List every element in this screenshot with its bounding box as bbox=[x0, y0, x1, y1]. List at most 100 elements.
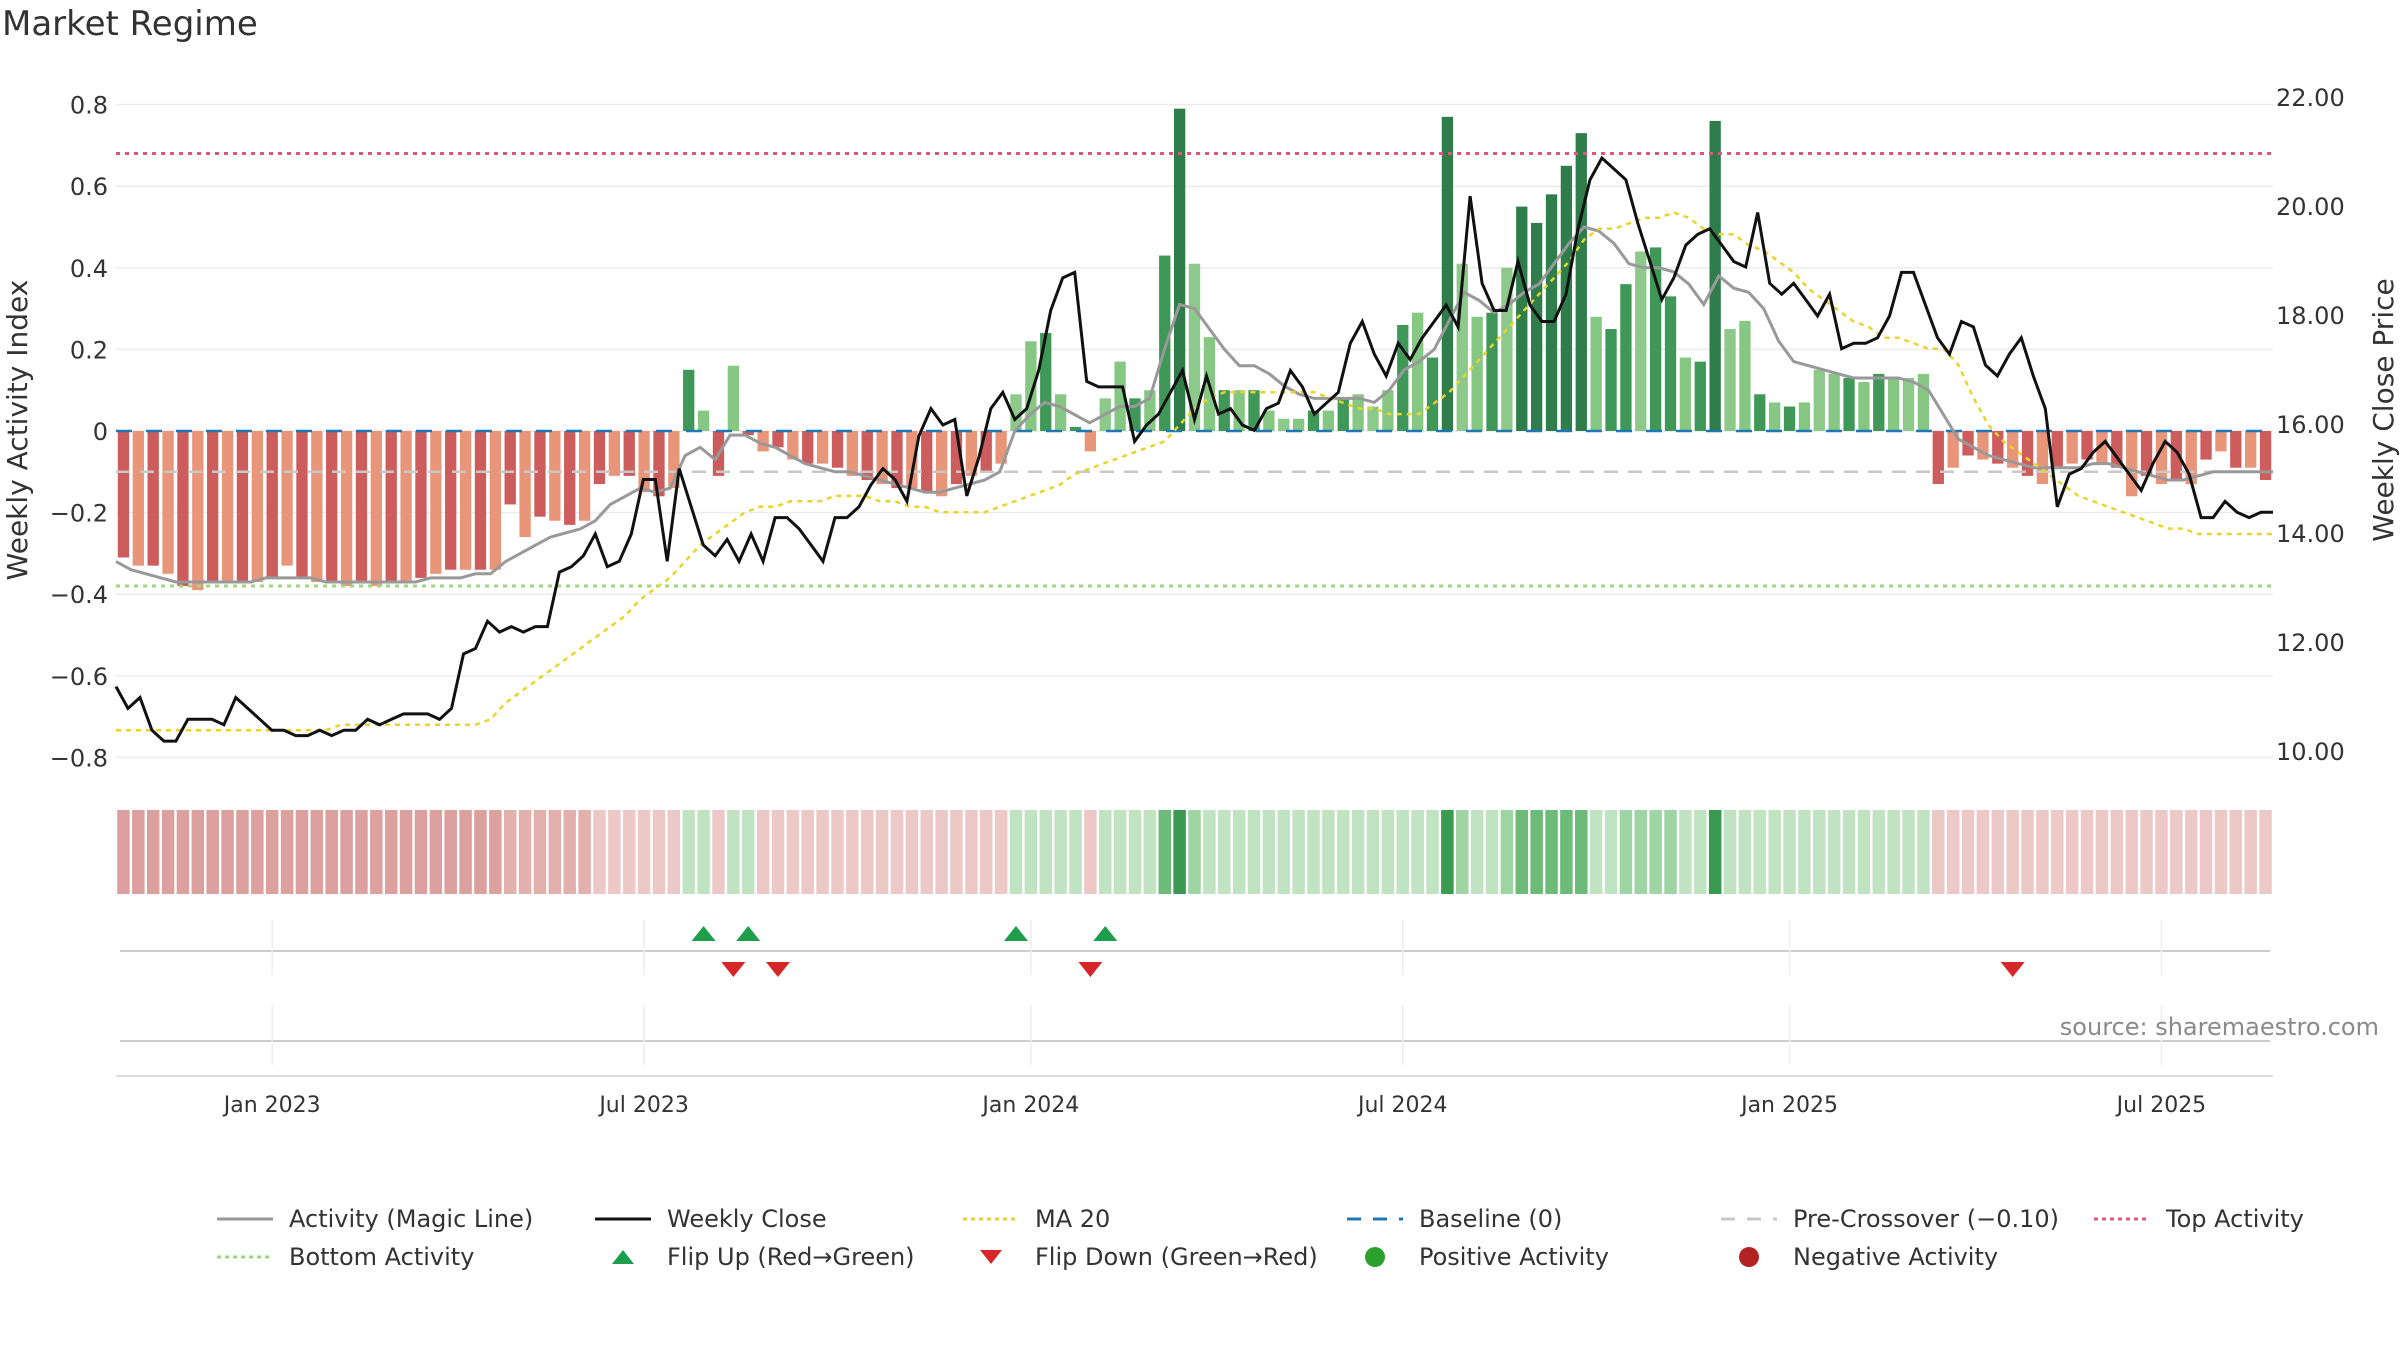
legend-swatch-icon bbox=[593, 1207, 653, 1231]
legend-label: Baseline (0) bbox=[1419, 1205, 1563, 1233]
regime-strip-cell bbox=[846, 810, 859, 894]
regime-strip-cell bbox=[1307, 810, 1320, 894]
activity-bar bbox=[2215, 431, 2227, 452]
regime-strip-cell bbox=[1322, 810, 1335, 894]
activity-bar bbox=[1649, 247, 1662, 431]
activity-bar bbox=[1545, 194, 1558, 431]
legend-item: Baseline (0) bbox=[1345, 1205, 1562, 1233]
x-tick-label: Jul 2024 bbox=[1356, 1093, 1448, 1118]
y-left-tick-label: −0.6 bbox=[50, 663, 108, 691]
activity-bar bbox=[802, 431, 814, 464]
activity-bar bbox=[965, 431, 978, 476]
activity-bar bbox=[117, 431, 130, 558]
activity-bar bbox=[980, 431, 992, 472]
regime-strip-cell bbox=[2051, 810, 2064, 894]
activity-bar bbox=[1977, 431, 1989, 460]
flip-down-marker bbox=[2000, 962, 2025, 977]
activity-bar bbox=[653, 431, 665, 497]
regime-strip-cell bbox=[206, 810, 219, 894]
y-left-tick-label: 0.4 bbox=[70, 255, 108, 283]
regime-strip-cell bbox=[1694, 810, 1707, 894]
activity-bar bbox=[296, 431, 308, 578]
regime-strip-cell bbox=[1054, 810, 1067, 894]
regime-strip-cell bbox=[1337, 810, 1350, 894]
regime-strip-cell bbox=[2080, 810, 2094, 894]
activity-bar bbox=[1486, 312, 1498, 431]
legend-label: Flip Down (Green→Red) bbox=[1035, 1243, 1318, 1271]
regime-strip-cell bbox=[2006, 810, 2019, 894]
activity-bar bbox=[623, 431, 635, 476]
activity-bar bbox=[1040, 333, 1052, 431]
x-tick-label: Jan 2025 bbox=[1739, 1093, 1838, 1118]
activity-bar bbox=[236, 431, 249, 582]
activity-bar bbox=[1858, 382, 1870, 431]
regime-strip-cell bbox=[548, 810, 562, 894]
regime-strip-cell bbox=[622, 810, 636, 894]
activity-bar bbox=[1679, 357, 1692, 431]
regime-strip-cell bbox=[994, 810, 1008, 894]
activity-bar bbox=[162, 431, 174, 574]
activity-bar bbox=[445, 431, 457, 570]
activity-bar bbox=[1516, 206, 1528, 431]
y-left-tick-label: −0.2 bbox=[50, 500, 108, 528]
activity-bar bbox=[1828, 373, 1840, 431]
activity-bar bbox=[1605, 329, 1617, 431]
legend-label: Flip Up (Red→Green) bbox=[667, 1243, 915, 1271]
activity-bar bbox=[2200, 431, 2212, 460]
regime-strip-cell bbox=[2199, 810, 2213, 894]
regime-strip-cell bbox=[355, 810, 368, 894]
activity-bar bbox=[2111, 431, 2123, 468]
regime-strip bbox=[117, 810, 2272, 894]
activity-bar bbox=[757, 431, 769, 452]
legend-label: Positive Activity bbox=[1419, 1243, 1609, 1271]
regime-strip-cell bbox=[295, 810, 309, 894]
regime-strip-cell bbox=[2021, 810, 2034, 894]
weekly-close-line bbox=[114, 155, 2273, 743]
flip-down-marker bbox=[721, 962, 746, 977]
activity-bar bbox=[1813, 369, 1825, 431]
regime-strip-cell bbox=[1381, 810, 1395, 894]
activity-bar bbox=[638, 431, 650, 493]
legend-swatch-icon bbox=[1719, 1245, 1779, 1269]
regime-strip-cell bbox=[2229, 810, 2243, 894]
activity-bar bbox=[1352, 394, 1364, 431]
activity-bar bbox=[1084, 431, 1097, 452]
activity-bar bbox=[2036, 431, 2049, 485]
legend-label: Negative Activity bbox=[1793, 1243, 1999, 1271]
regime-strip-cell bbox=[429, 810, 443, 894]
legend-label: Pre-Crossover (−0.10) bbox=[1793, 1205, 2060, 1233]
activity-bar bbox=[861, 431, 873, 480]
regime-strip-cell bbox=[1634, 810, 1648, 894]
flip-up-marker bbox=[691, 926, 716, 941]
activity-bar bbox=[519, 431, 531, 538]
activity-bar bbox=[1054, 394, 1067, 431]
regime-strip-cell bbox=[280, 810, 294, 894]
regime-strip-cell bbox=[1232, 810, 1246, 894]
activity-bar bbox=[2126, 431, 2138, 497]
activity-bar bbox=[2021, 431, 2034, 476]
regime-strip-cell bbox=[2036, 810, 2049, 894]
regime-strip-cell bbox=[2065, 810, 2079, 894]
regime-strip-cell bbox=[1069, 810, 1082, 894]
regime-strip-cell bbox=[637, 810, 651, 894]
regime-strip-cell bbox=[905, 810, 919, 894]
activity-bar bbox=[1337, 398, 1349, 431]
activity-bar bbox=[459, 431, 472, 570]
activity-bar bbox=[1888, 377, 1900, 431]
activity-bar bbox=[1188, 263, 1201, 431]
regime-strip-cell bbox=[1098, 810, 1112, 894]
regime-strip-cell bbox=[1902, 810, 1915, 894]
regime-strip-cell bbox=[1946, 810, 1960, 894]
regime-strip-cell bbox=[1292, 810, 1305, 894]
regime-strip-cell bbox=[1500, 810, 1514, 894]
regime-strip-cell bbox=[771, 810, 785, 894]
regime-strip-cell bbox=[414, 810, 428, 894]
activity-bar bbox=[1902, 377, 1915, 431]
activity-bar bbox=[1575, 133, 1587, 431]
regime-strip-cell bbox=[459, 810, 472, 894]
activity-bar bbox=[370, 431, 382, 587]
regime-strip-cell bbox=[1113, 810, 1127, 894]
regime-strip-cell bbox=[741, 810, 755, 894]
regime-strip-cell bbox=[221, 810, 234, 894]
activity-bar bbox=[326, 431, 338, 582]
